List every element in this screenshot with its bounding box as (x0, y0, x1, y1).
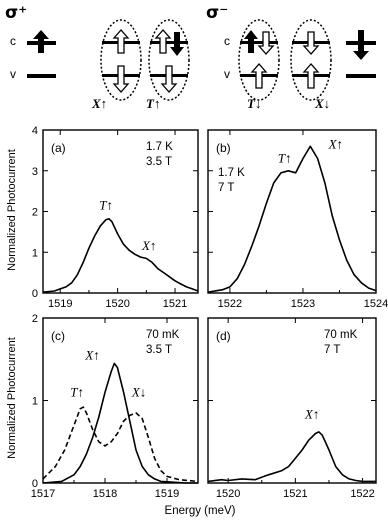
condition-label-d: 7 T (324, 344, 340, 356)
peak-annotation-b: X↑ (328, 136, 343, 151)
condition-label-c: 3.5 T (146, 344, 172, 356)
series-line-c-solid (43, 363, 198, 483)
band-c-label-left: c (10, 34, 16, 48)
peak-annotation-c: X↓ (131, 384, 146, 399)
condition-label-b: 7 T (218, 182, 234, 194)
condition-label-c: 70 mK (146, 329, 180, 341)
band-diagram-left: σ⁺ c v X↑ T↑ (5, 3, 189, 111)
sigma-plus-label: σ⁺ (5, 3, 27, 23)
sigma-minus-label: σ⁻ (206, 3, 228, 23)
valence-band-line (27, 74, 56, 78)
x-tick-label-b: 1523 (291, 298, 315, 310)
peak-annotation-c: X↑ (84, 347, 99, 362)
plot-frame-a (43, 130, 198, 293)
y-tick-label-c: 2 (32, 313, 38, 325)
x-axis-label: Energy (meV) (165, 505, 236, 517)
y-tick-label-c: 1 (32, 396, 38, 408)
series-line-d-solid (208, 432, 376, 482)
band-v-label-left: v (10, 67, 16, 81)
x-tick-label-c: 1518 (93, 488, 117, 500)
panel-label-d: (d) (216, 329, 231, 343)
y-tick-label-a: 1 (32, 247, 38, 259)
peak-annotation-b: T↑ (278, 151, 292, 166)
label-t-up: T↑ (146, 96, 160, 111)
chart-panel-a: 1519 1520 1521 0 1 2 3 4 (a) 1.7 K 3.5 T T↑ X↑ (32, 125, 198, 310)
peak-annotation-c: T↑ (70, 384, 84, 399)
condition-label-d: 70 mK (324, 329, 358, 341)
x-tick-label-a: 1519 (48, 298, 72, 310)
x-tick-label-d: 1522 (350, 488, 374, 500)
y-tick-label-a: 3 (32, 166, 38, 178)
band-diagram-right: σ⁻ c v T↓ X↓ (206, 3, 376, 111)
x-tick-label-d: 1521 (283, 488, 307, 500)
y-axis-label-bottom: Normalized Photocurrent (6, 337, 18, 459)
x-tick-label-b: 1522 (218, 298, 242, 310)
peak-annotation-d: X↑ (304, 407, 319, 422)
x-tick-label-b: 1524 (364, 298, 388, 310)
band-v-label-right: v (224, 67, 230, 81)
open-down-arrow-icon (162, 66, 176, 92)
label-x-up: X↑ (91, 96, 107, 111)
series-line-c-dashed (43, 407, 198, 481)
panel-label-b: (b) (216, 141, 231, 155)
band-c-label-right: c (224, 34, 230, 48)
y-tick-label-a: 0 (32, 288, 38, 300)
chart-panel-d: 1520 1521 1522 (d) 70 mK 7 T X↑ (208, 318, 376, 500)
peak-annotation-a: X↑ (141, 238, 156, 253)
x-tick-label-d: 1520 (216, 488, 240, 500)
y-tick-label-a: 4 (32, 125, 38, 137)
plot-frame-c (43, 318, 198, 483)
series-line-a-solid (43, 219, 198, 292)
condition-label-a: 1.7 K (146, 141, 173, 153)
y-axis-label-top: Normalized Photocurrent (6, 149, 18, 271)
y-tick-label-a: 2 (32, 207, 38, 219)
x-tick-label-c: 1519 (155, 488, 179, 500)
peak-annotation-a: T↑ (99, 197, 113, 212)
panel-label-a: (a) (51, 141, 66, 155)
t-up-c-line (150, 41, 188, 44)
open-down-arrow-icon (114, 66, 128, 92)
x-tick-label-a: 1521 (163, 298, 187, 310)
t-down-c-line (240, 41, 278, 44)
label-x-down: X↓ (314, 96, 330, 111)
x-tick-label-a: 1520 (105, 298, 129, 310)
y-tick-label-c: 0 (32, 478, 38, 490)
plot-frame-d (208, 318, 376, 483)
panel-label-c: (c) (51, 329, 65, 343)
condition-label-a: 3.5 T (146, 156, 172, 168)
condition-label-b: 1.7 K (218, 167, 245, 179)
label-t-down: T↓ (247, 96, 261, 111)
chart-panel-b: 1522 1523 1524 (b) 1.7 K 7 T T↑ X↑ (208, 130, 388, 310)
valence-band-line (346, 74, 376, 78)
